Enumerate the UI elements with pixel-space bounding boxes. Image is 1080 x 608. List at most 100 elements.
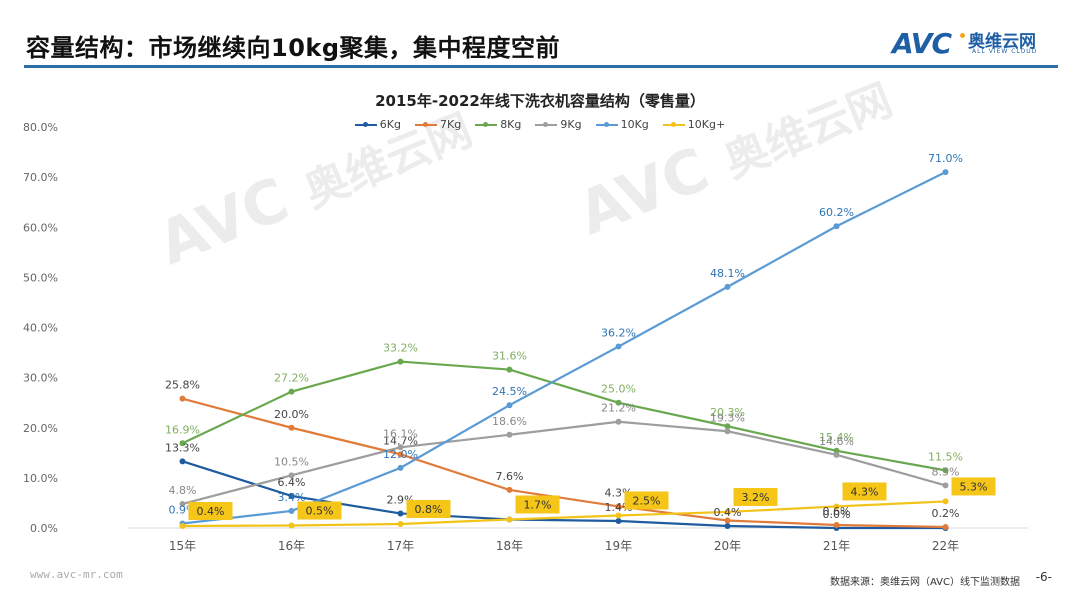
data-point-8Kg	[942, 467, 949, 474]
data-point-9Kg	[615, 418, 622, 425]
y-tick-label: 70.0%	[23, 171, 58, 184]
legend-swatch	[354, 121, 377, 127]
data-point-7Kg	[942, 523, 949, 530]
legend-swatch	[535, 121, 558, 127]
data-label: 0.0%	[823, 508, 851, 521]
legend-swatch	[595, 121, 618, 127]
page-number: -6-	[1035, 570, 1052, 584]
data-point-9Kg	[833, 451, 840, 458]
legend-item: 6Kg	[354, 118, 401, 131]
data-point-10Kg	[833, 223, 840, 230]
data-label: 36.2%	[601, 327, 636, 340]
x-tick-label: 20年	[714, 539, 741, 553]
data-label: 25.0%	[601, 383, 636, 396]
data-label: 0.2%	[932, 507, 960, 520]
data-point-8Kg	[288, 388, 295, 395]
legend-item: 9Kg	[535, 118, 582, 131]
series-line-8Kg	[182, 360, 946, 472]
data-point-8Kg	[724, 423, 731, 430]
series-line-10Kg	[182, 171, 946, 525]
data-label: 3.2%	[742, 491, 770, 504]
data-point-7Kg	[724, 517, 731, 524]
data-point-10Kg+	[833, 503, 840, 510]
legend-label: 8Kg	[500, 118, 522, 131]
series-line-6Kg	[182, 460, 946, 530]
y-tick-label: 20.0%	[23, 422, 58, 435]
data-label: 3.4%	[278, 491, 306, 504]
data-point-6Kg	[179, 458, 186, 465]
data-label: 27.2%	[274, 372, 309, 385]
data-point-10Kg+	[179, 522, 186, 529]
x-tick-label: 17年	[387, 539, 414, 553]
data-point-8Kg	[179, 440, 186, 447]
data-point-10Kg+	[724, 508, 731, 515]
x-tick-label: 21年	[823, 539, 850, 553]
data-label: 15.4%	[819, 431, 854, 444]
series-line-7Kg	[182, 397, 946, 529]
chart-title: 2015年-2022年线下洗衣机容量结构（零售量）	[375, 92, 705, 110]
data-point-9Kg	[397, 444, 404, 451]
legend-label: 9Kg	[560, 118, 582, 131]
data-point-7Kg	[397, 451, 404, 458]
data-point-9Kg	[179, 500, 186, 507]
data-label: 18.6%	[492, 415, 527, 428]
data-label-box	[624, 491, 669, 510]
data-label: 19.3%	[710, 411, 745, 424]
legend-item: 8Kg	[475, 118, 521, 131]
data-label: 60.2%	[819, 206, 854, 219]
y-tick-label: 50.0%	[23, 271, 58, 284]
legend-swatch	[662, 121, 685, 127]
data-label: 1.7%	[524, 498, 552, 511]
data-point-10Kg	[506, 402, 513, 409]
data-point-6Kg	[288, 492, 295, 499]
data-source-note: 数据来源：奥维云网（AVC）线下监测数据	[829, 577, 1020, 588]
y-tick-label: 0.0%	[30, 522, 58, 535]
data-label: 48.1%	[710, 267, 745, 280]
data-point-9Kg	[724, 428, 731, 435]
data-label: 6.4%	[278, 476, 306, 489]
x-tick-label: 18年	[496, 539, 523, 553]
data-label: 10.5%	[274, 455, 309, 468]
data-label: 0.4%	[714, 506, 742, 519]
series-line-10Kg+	[182, 500, 946, 528]
logo-avc-text: AVC	[892, 27, 952, 60]
data-point-10Kg+	[506, 516, 513, 523]
data-point-10Kg+	[942, 498, 949, 505]
data-point-6Kg	[724, 522, 731, 529]
data-label-box	[733, 487, 778, 506]
data-point-8Kg	[615, 399, 622, 406]
data-point-10Kg	[397, 464, 404, 471]
data-point-10Kg	[288, 507, 295, 514]
data-label: 13.3%	[165, 441, 200, 454]
data-label: 14.7%	[383, 434, 418, 447]
x-tick-label: 19年	[605, 539, 632, 553]
y-tick-label: 40.0%	[23, 322, 58, 335]
data-point-6Kg	[615, 517, 622, 524]
legend-swatch	[475, 121, 498, 127]
data-label: 0.6%	[823, 505, 851, 518]
data-label: 8.5%	[932, 465, 960, 478]
data-point-10Kg+	[615, 512, 622, 519]
data-label-box	[515, 495, 560, 514]
legend-item: 7Kg	[414, 118, 462, 131]
title-divider	[24, 65, 1058, 68]
page-title: 容量结构：市场继续向10kg聚集，集中程度空前	[26, 34, 561, 62]
data-label-box	[951, 477, 996, 496]
footer-url: www.avc-mr.com	[30, 568, 123, 581]
legend-item: 10Kg	[595, 118, 649, 131]
data-label: 0.8%	[415, 503, 443, 516]
data-label: 0.5%	[306, 504, 334, 517]
data-label: 14.6%	[819, 435, 854, 448]
data-label: 7.6%	[496, 470, 524, 483]
data-label: 16.1%	[383, 427, 418, 440]
data-point-7Kg	[615, 503, 622, 510]
data-label-box	[406, 499, 451, 518]
data-label-box	[297, 501, 342, 520]
data-point-7Kg	[179, 395, 186, 402]
x-tick-label: 22年	[932, 539, 959, 553]
y-tick-label: 10.0%	[23, 472, 58, 485]
data-point-7Kg	[288, 424, 295, 431]
legend-label: 7Kg	[439, 118, 462, 131]
data-point-10Kg+	[288, 522, 295, 529]
data-label: 5.3%	[960, 480, 988, 493]
